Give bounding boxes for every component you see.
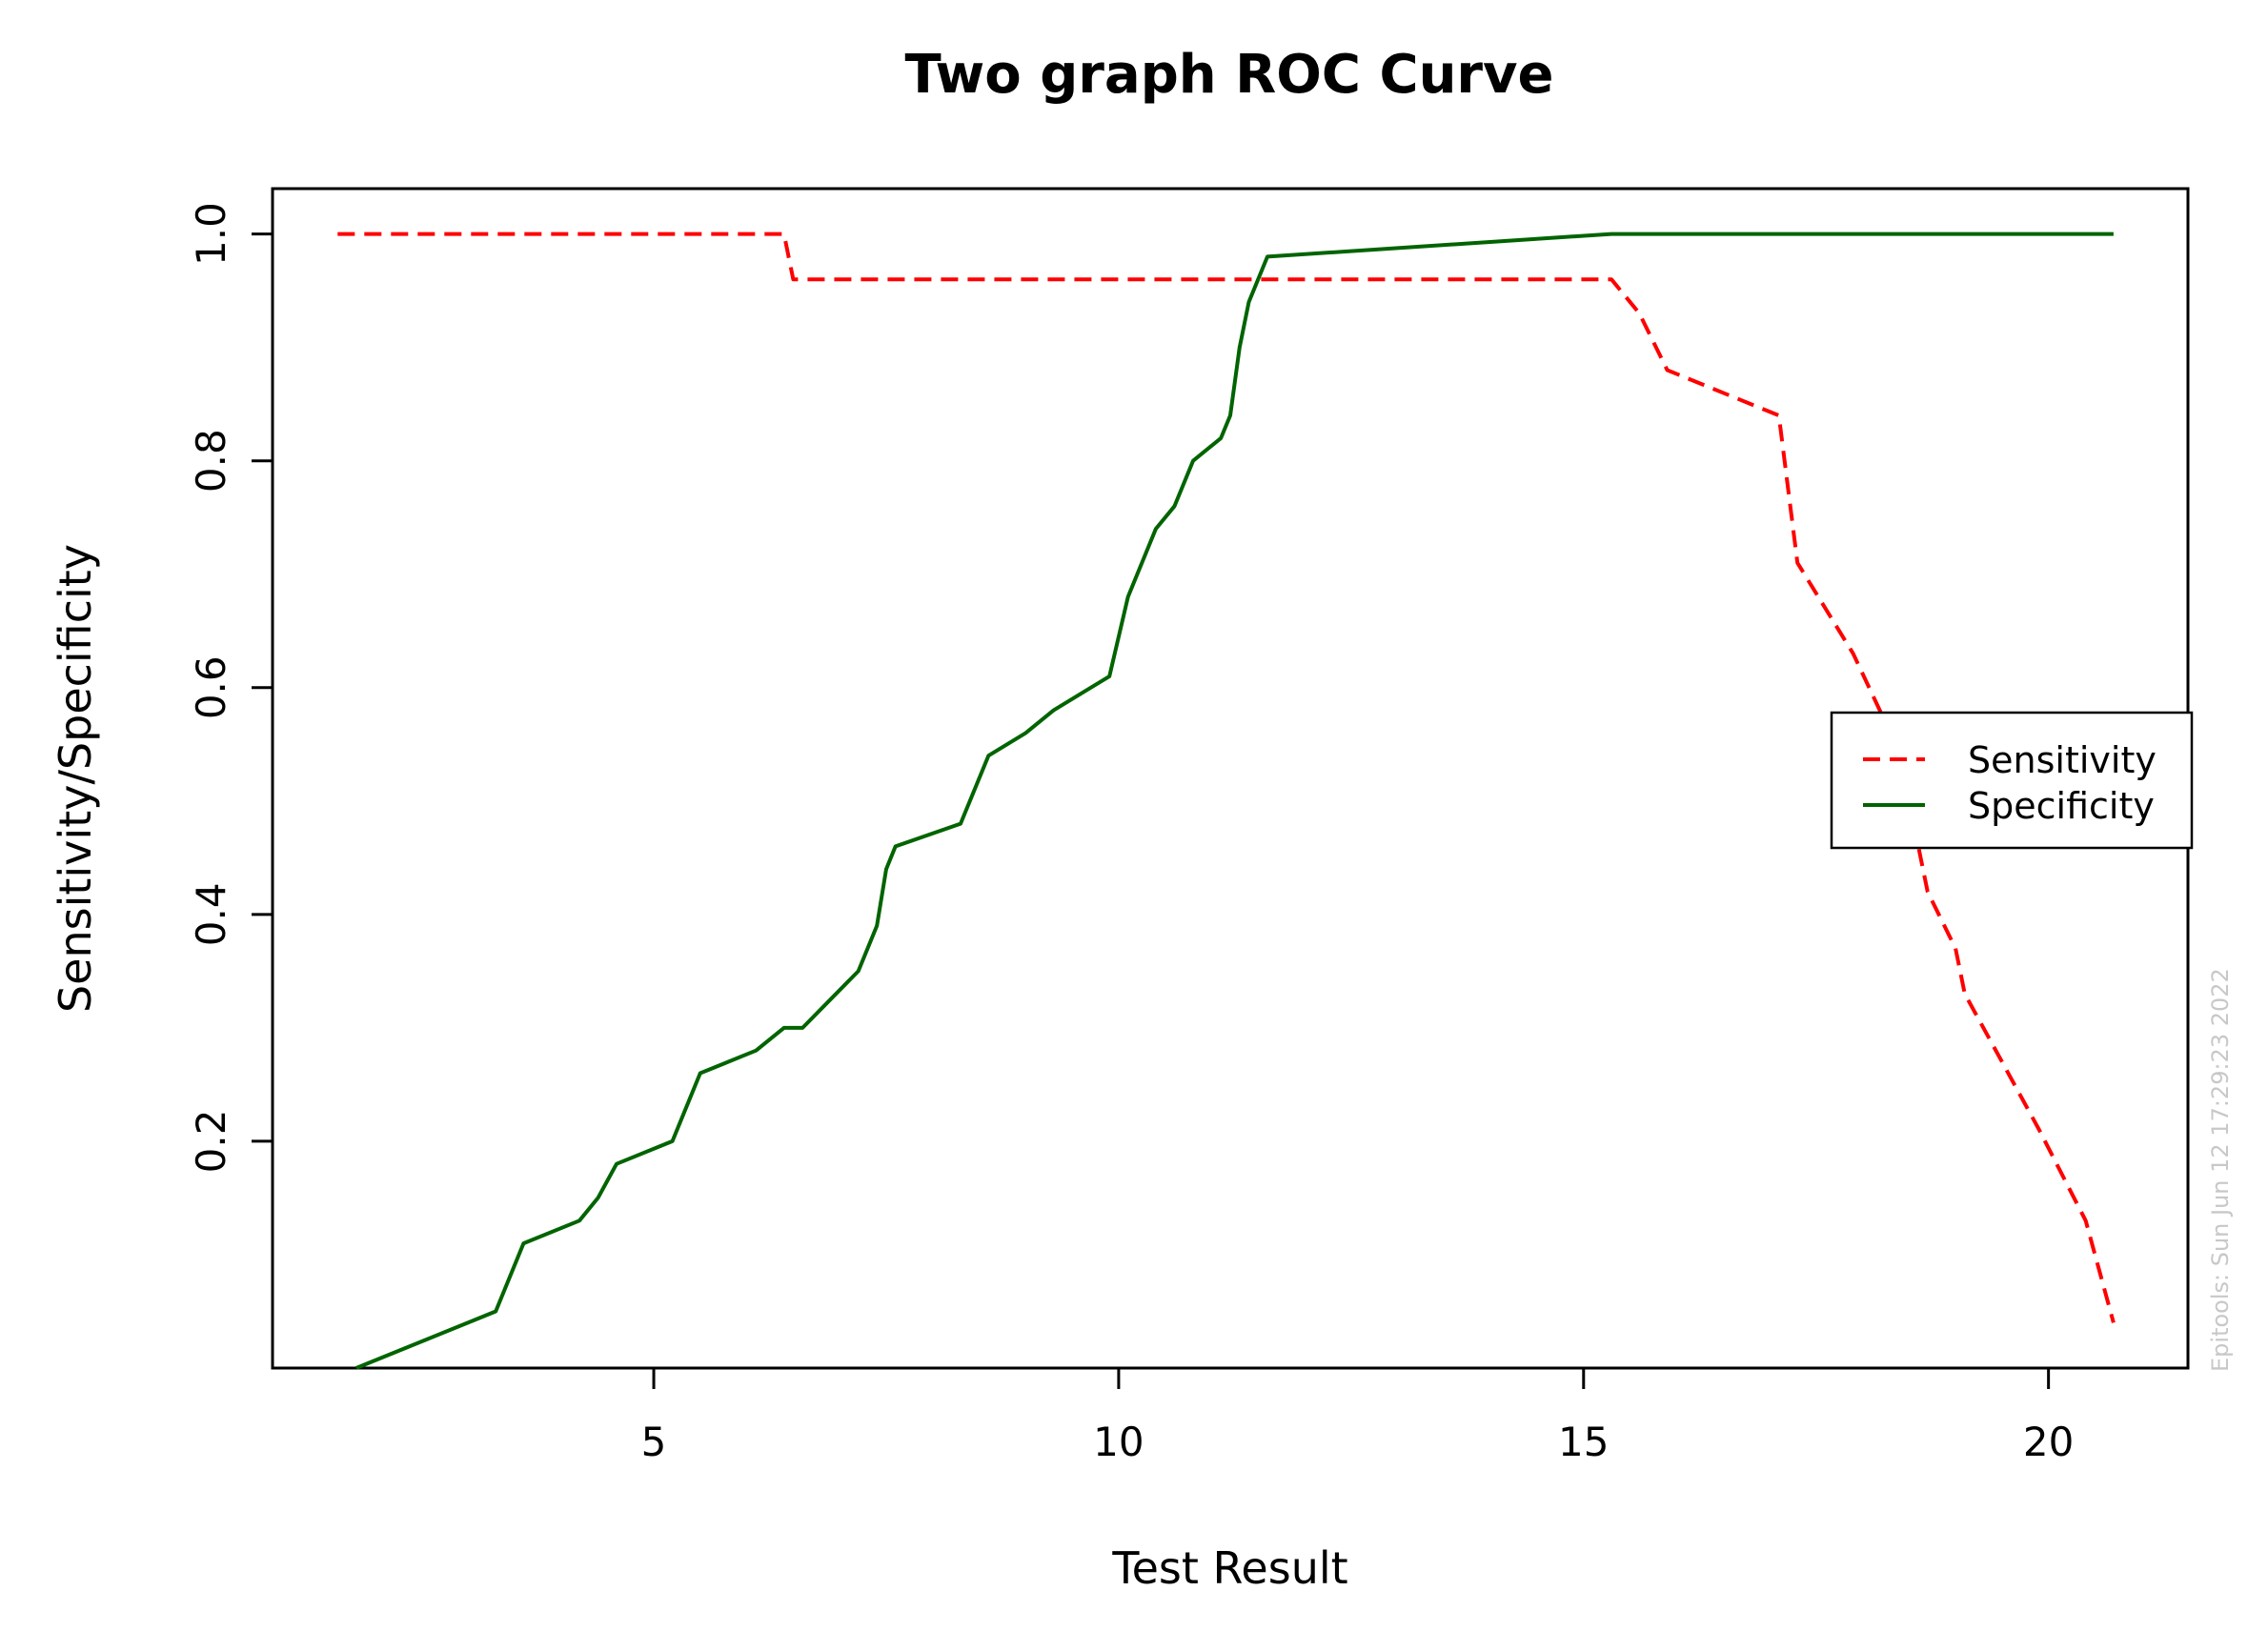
chart-title: Two graph ROC Curve (904, 44, 1553, 106)
series-line-sensitivity (337, 232, 2116, 1323)
y-axis-label: Sensitivity/Specificity (50, 544, 101, 1013)
legend: Sensitivity Specificity (1830, 711, 2194, 850)
series-line-specificity (355, 232, 2114, 1370)
y-tick-label: 0.6 (188, 655, 234, 719)
x-tick-label: 10 (1093, 1419, 1144, 1465)
legend-box (1830, 711, 2194, 850)
x-tick-label: 20 (2023, 1419, 2074, 1465)
x-tick-label: 5 (641, 1419, 667, 1465)
watermark: Epitools: Sun Jun 12 17:29:23 2022 (2207, 968, 2234, 1372)
y-axis: 0.2 0.4 0.6 0.8 1.0 (188, 202, 273, 1173)
x-axis: 5 10 15 20 (641, 1368, 2074, 1465)
y-tick-label: 0.2 (188, 1110, 234, 1174)
y-tick-label: 0.4 (188, 882, 234, 946)
legend-specificity-label: Specificity (1968, 785, 2155, 827)
y-tick-label: 0.8 (188, 429, 234, 493)
series-layer (337, 232, 2116, 1370)
x-tick-label: 15 (1558, 1419, 1609, 1465)
legend-sensitivity-label: Sensitivity (1968, 739, 2157, 781)
x-axis-label: Test Result (1111, 1542, 1347, 1594)
y-tick-label: 1.0 (188, 202, 234, 266)
